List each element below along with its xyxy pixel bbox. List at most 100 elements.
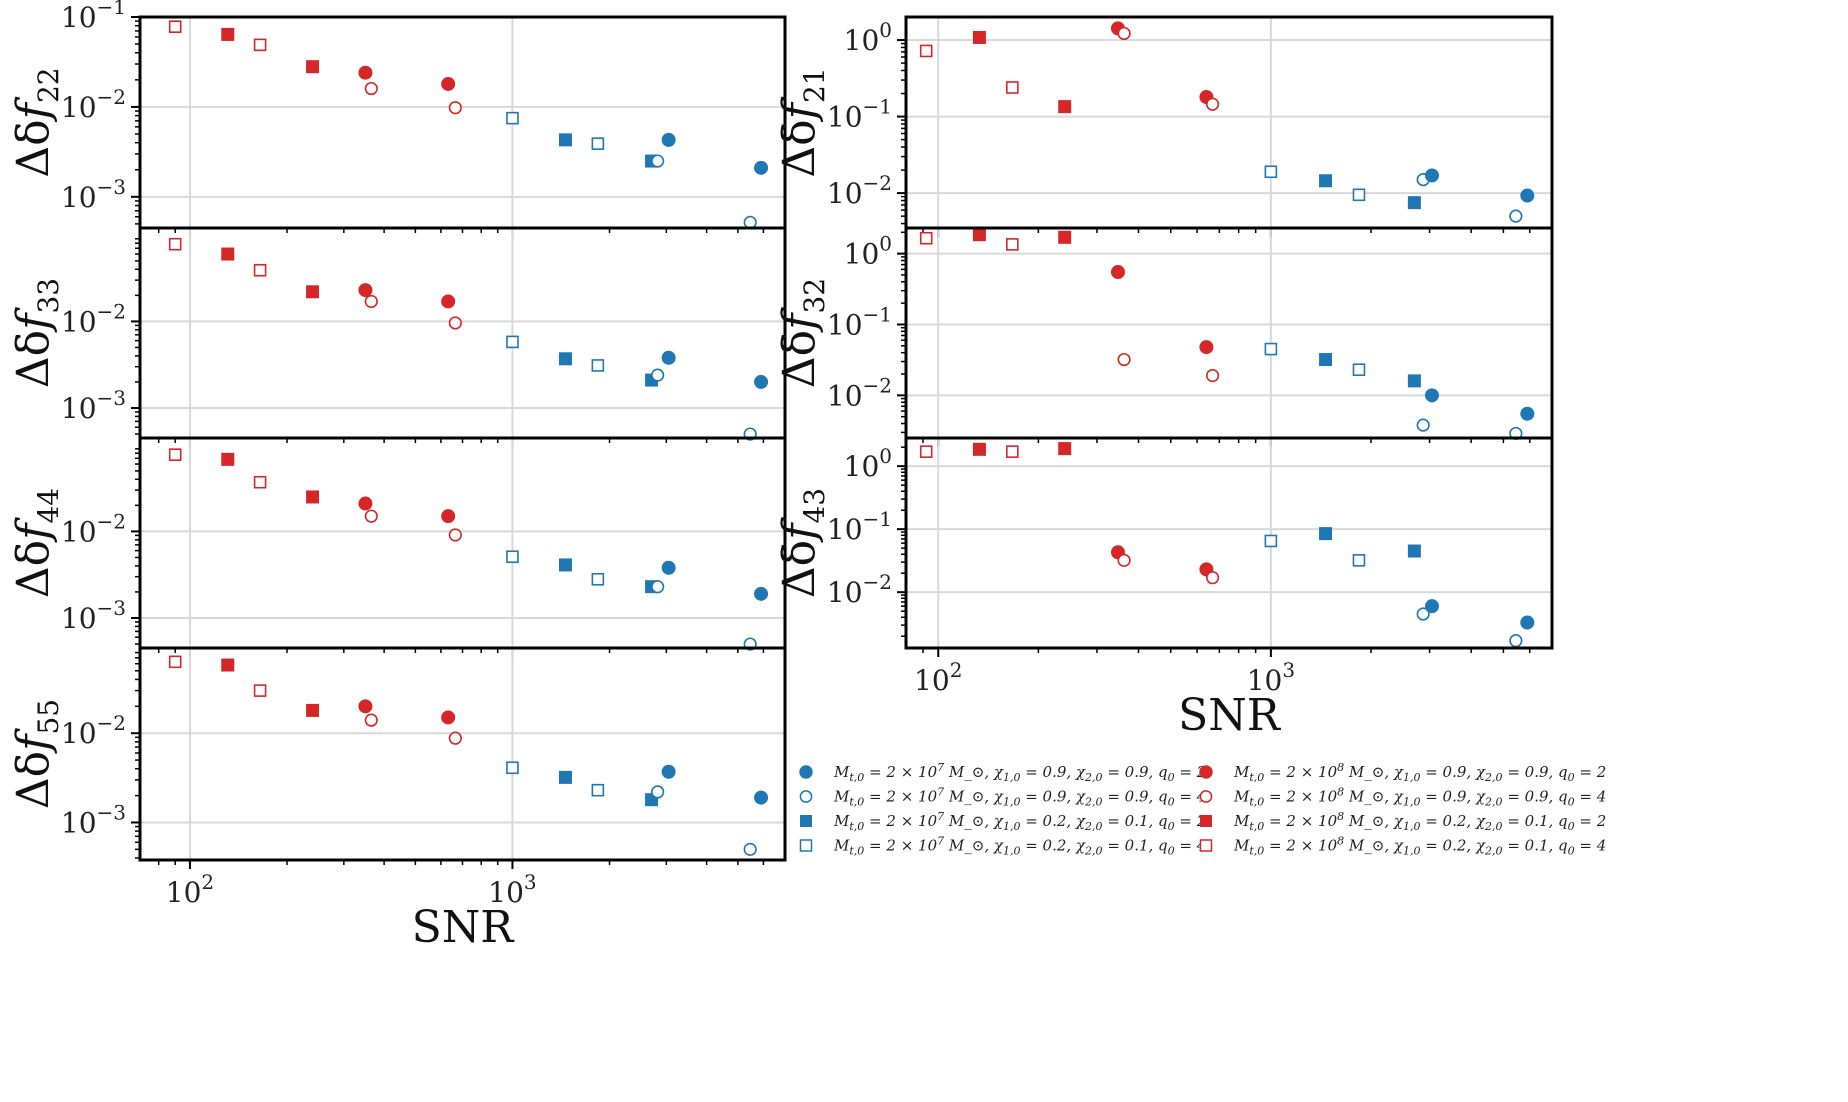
data-point-red-square-open bbox=[253, 263, 267, 277]
data-point-blue-circle-open bbox=[743, 842, 757, 856]
y-axis-label: Δδf32 bbox=[774, 278, 831, 388]
data-point-red-circle-filled bbox=[358, 496, 373, 511]
plot-frame bbox=[138, 646, 787, 862]
y-tick-label: 10−2 bbox=[827, 171, 892, 210]
data-point-red-circle-open bbox=[364, 81, 378, 96]
legend-label: Mt,0​ = 2 × 108​ M_⊙, χ1,0​ = 0.2, χ2,0​… bbox=[1233, 810, 1606, 833]
y-axis-label: Δδf22 bbox=[8, 67, 65, 177]
data-point-red-circle-filled bbox=[1110, 265, 1125, 280]
y-tick-label: 10−3 bbox=[61, 800, 126, 839]
y-tick-label: 10−2 bbox=[61, 299, 126, 338]
data-point-blue-square-filled bbox=[558, 558, 572, 572]
legend-marker bbox=[1199, 765, 1213, 779]
legend-label: Mt,0​ = 2 × 107​ M_⊙, χ1,0​ = 0.2, χ2,0​… bbox=[833, 835, 1206, 858]
data-point-blue-square-open bbox=[506, 111, 519, 125]
legend-entry-red-circle-filled: Mt,0​ = 2 × 108​ M_⊙, χ1,0​ = 0.9, χ2,0​… bbox=[1199, 761, 1606, 784]
data-point-blue-square-filled bbox=[1407, 544, 1421, 558]
data-point-blue-square-open bbox=[591, 137, 605, 150]
data-point-blue-circle-open bbox=[1416, 418, 1430, 432]
y-tick-label: 10−1 bbox=[827, 95, 892, 134]
x-axis-label: SNR bbox=[412, 902, 516, 953]
data-point-blue-square-open bbox=[506, 550, 519, 564]
data-point-red-circle-open bbox=[364, 509, 378, 523]
data-point-red-circle-open bbox=[1117, 26, 1131, 41]
data-point-blue-circle-filled bbox=[661, 560, 676, 575]
legend-label: Mt,0​ = 2 × 107​ M_⊙, χ1,0​ = 0.9, χ2,0​… bbox=[833, 786, 1206, 809]
data-point-blue-square-filled bbox=[1407, 196, 1421, 210]
data-point-blue-square-filled bbox=[1319, 174, 1333, 188]
legend-entry-blue-circle-filled: Mt,0​ = 2 × 107​ M_⊙, χ1,0​ = 0.9, χ2,0​… bbox=[799, 761, 1206, 784]
legend-label: Mt,0​ = 2 × 108​ M_⊙, χ1,0​ = 0.9, χ2,0​… bbox=[1233, 761, 1606, 784]
data-point-blue-square-filled bbox=[1319, 353, 1333, 367]
legend-entry-blue-circle-open: Mt,0​ = 2 × 107​ M_⊙, χ1,0​ = 0.9, χ2,0​… bbox=[799, 786, 1206, 809]
data-point-blue-square-open bbox=[506, 335, 519, 349]
data-point-blue-square-open bbox=[1264, 342, 1278, 356]
data-point-blue-square-open bbox=[1352, 363, 1366, 377]
data-point-red-circle-open bbox=[448, 316, 462, 330]
legend-marker bbox=[799, 839, 813, 852]
legend-entry-red-square-filled: Mt,0​ = 2 × 108​ M_⊙, χ1,0​ = 0.2, χ2,0​… bbox=[1200, 810, 1606, 833]
x-tick-label: 103 bbox=[488, 870, 536, 909]
data-point-red-square-filled bbox=[1058, 100, 1072, 114]
data-point-blue-circle-open bbox=[651, 785, 665, 799]
data-point-blue-circle-filled bbox=[754, 790, 769, 805]
data-point-red-square-filled bbox=[221, 247, 235, 261]
data-point-blue-circle-filled bbox=[1520, 615, 1535, 630]
data-point-red-square-filled bbox=[1058, 442, 1072, 456]
data-point-red-circle-filled bbox=[358, 283, 373, 298]
data-point-red-square-filled bbox=[972, 442, 986, 456]
data-point-red-circle-filled bbox=[441, 294, 456, 309]
data-point-red-circle-open bbox=[364, 713, 378, 727]
data-point-red-square-open bbox=[168, 655, 182, 669]
legend-marker bbox=[1199, 839, 1213, 852]
y-axis-label: Δδf43 bbox=[774, 488, 831, 598]
data-point-red-square-filled bbox=[306, 703, 320, 717]
plot-frame bbox=[904, 436, 1554, 650]
y-axis-label: Δδf55 bbox=[8, 699, 65, 809]
y-tick-label: 10−2 bbox=[61, 85, 126, 124]
data-point-blue-circle-filled bbox=[661, 132, 676, 147]
data-point-blue-square-open bbox=[1352, 554, 1366, 567]
data-point-red-circle-filled bbox=[441, 710, 456, 725]
plot-frame bbox=[138, 226, 787, 440]
data-point-blue-square-open bbox=[591, 783, 605, 797]
y-tick-label: 10−1 bbox=[827, 302, 892, 341]
legend-marker bbox=[800, 815, 812, 827]
data-point-blue-square-filled bbox=[1319, 527, 1333, 541]
data-point-red-square-filled bbox=[306, 490, 320, 504]
data-point-red-square-open bbox=[168, 20, 182, 34]
legend-marker bbox=[799, 790, 813, 803]
x-tick-label: 102 bbox=[166, 870, 214, 909]
data-point-red-square-open bbox=[919, 44, 933, 58]
data-point-blue-square-open bbox=[1352, 188, 1366, 202]
plots-layer: 10−110−210−3Δδf2210−210−3Δδf3310−210−3Δδ… bbox=[8, 0, 1554, 953]
y-tick-label: 100 bbox=[844, 444, 892, 483]
y-tick-label: 100 bbox=[844, 232, 892, 271]
data-point-blue-square-open bbox=[591, 359, 605, 372]
data-point-red-square-filled bbox=[972, 228, 986, 242]
y-tick-label: 100 bbox=[844, 18, 892, 57]
plot-frame bbox=[138, 436, 787, 650]
data-point-red-square-open bbox=[1006, 445, 1019, 458]
data-point-blue-circle-filled bbox=[1424, 599, 1439, 614]
legend: Mt,0​ = 2 × 107​ M_⊙, χ1,0​ = 0.9, χ2,0​… bbox=[799, 761, 1606, 858]
legend-marker bbox=[1199, 790, 1213, 803]
data-point-blue-circle-filled bbox=[754, 160, 769, 175]
data-point-red-circle-filled bbox=[1199, 340, 1214, 355]
data-point-red-square-open bbox=[919, 445, 933, 458]
data-point-red-square-open bbox=[1006, 81, 1019, 94]
data-point-red-circle-filled bbox=[441, 509, 456, 524]
data-point-red-square-filled bbox=[306, 60, 320, 74]
data-point-red-circle-open bbox=[364, 294, 378, 309]
data-point-red-circle-open bbox=[448, 101, 462, 115]
data-point-red-circle-open bbox=[448, 731, 462, 745]
data-point-blue-square-open bbox=[591, 572, 605, 586]
legend-entry-blue-square-filled: Mt,0​ = 2 × 107​ M_⊙, χ1,0​ = 0.2, χ2,0​… bbox=[800, 810, 1206, 833]
data-point-blue-circle-filled bbox=[1520, 188, 1535, 203]
data-point-red-square-open bbox=[1006, 238, 1019, 251]
data-point-blue-square-open bbox=[1264, 534, 1278, 548]
data-point-blue-circle-open bbox=[1416, 607, 1430, 621]
